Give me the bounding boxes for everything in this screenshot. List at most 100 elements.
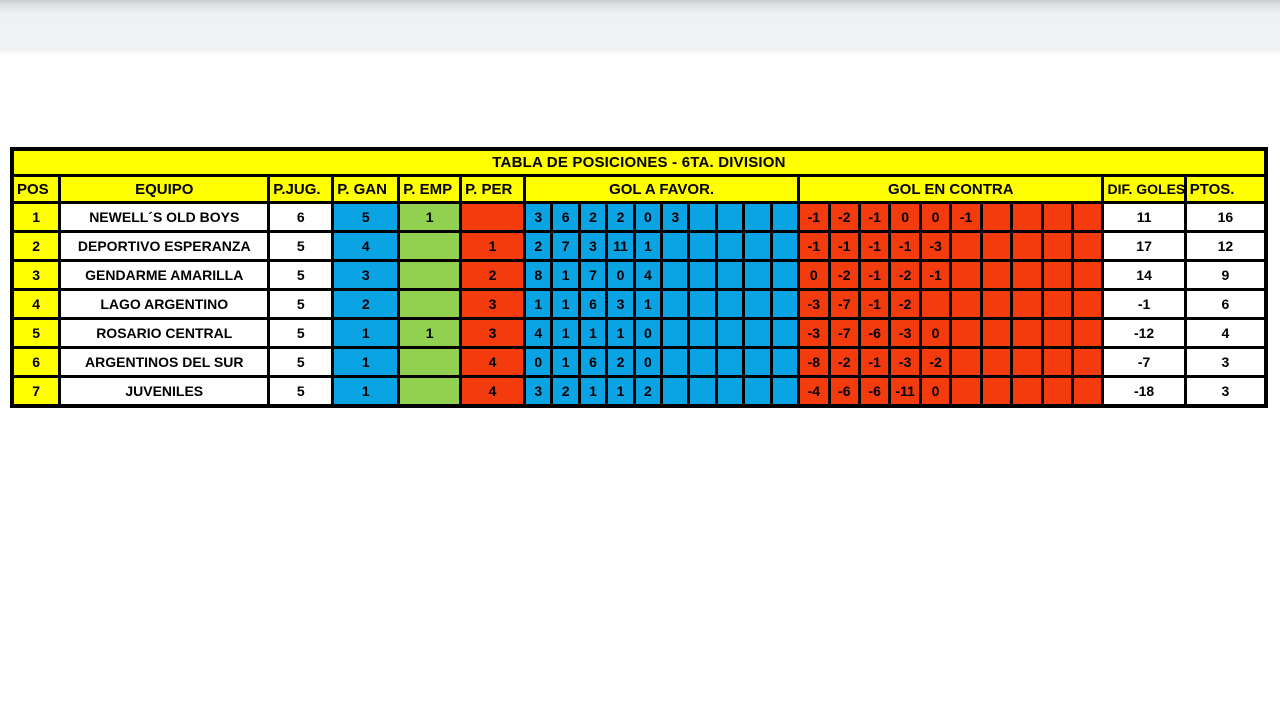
won-cell: 2 bbox=[331, 288, 401, 320]
lost-cell: 1 bbox=[459, 230, 527, 262]
goals-against-cell bbox=[1071, 346, 1105, 378]
lost-cell: 4 bbox=[459, 346, 527, 378]
team-row: 4 LAGO ARGENTINO 5 2 3 1 1 6 3 1 -3 -7 -1 -2 -1 6 bbox=[10, 288, 1268, 320]
points-cell: 16 bbox=[1183, 201, 1268, 233]
played-cell: 5 bbox=[267, 317, 335, 349]
team-row: 2 DEPORTIVO ESPERANZA 5 4 1 2 7 3 11 1 -1 -1 -1 -1 -3 1… bbox=[10, 230, 1268, 262]
goals-against-cell: -3 bbox=[918, 230, 953, 262]
goal-diff-cell: 14 bbox=[1101, 259, 1187, 291]
goals-against-cell bbox=[949, 288, 983, 320]
goals-against-cell: 0 bbox=[888, 201, 922, 233]
goals-against-cell: -4 bbox=[797, 375, 831, 408]
position-cell: 6 bbox=[10, 346, 62, 378]
goals-for-cell: 2 bbox=[523, 230, 554, 262]
goals-against-cell bbox=[1040, 201, 1075, 233]
won-cell: 3 bbox=[331, 259, 401, 291]
position-cell: 7 bbox=[10, 375, 62, 408]
goals-for-cell bbox=[769, 259, 801, 291]
goals-against-cell bbox=[1010, 259, 1044, 291]
header-dif-goles: DIF. GOLES bbox=[1101, 174, 1187, 204]
goals-for-cell bbox=[714, 317, 746, 349]
goals-for-cell: 1 bbox=[632, 288, 664, 320]
goals-against-cell bbox=[1010, 317, 1044, 349]
team-row: 3 GENDARME AMARILLA 5 3 2 8 1 7 0 4 0 -2 -1 -2 -1 14 9 bbox=[10, 259, 1268, 291]
header-ptos: PTOS. bbox=[1183, 174, 1268, 204]
goals-for-cell: 1 bbox=[550, 259, 581, 291]
goals-for-cell bbox=[714, 230, 746, 262]
goals-against-cell bbox=[1040, 259, 1075, 291]
standings-body: 1 NEWELL´S OLD BOYS 6 5 1 3 6 2 2 0 3 -1 -2 -1 0 0 -1 11 1… bbox=[10, 201, 1268, 408]
position-cell: 1 bbox=[10, 201, 62, 233]
position-cell: 4 bbox=[10, 288, 62, 320]
goals-against-cell: -8 bbox=[797, 346, 831, 378]
goals-against-cell bbox=[949, 230, 983, 262]
goals-against-cell: -2 bbox=[827, 259, 862, 291]
lost-cell: 2 bbox=[459, 259, 527, 291]
team-name-cell: ROSARIO CENTRAL bbox=[58, 317, 271, 349]
header-pemp: P. EMP bbox=[397, 174, 463, 204]
points-cell: 9 bbox=[1183, 259, 1268, 291]
goals-against-cell bbox=[1071, 201, 1105, 233]
goals-against-cell bbox=[1010, 375, 1044, 408]
goals-for-cell bbox=[687, 346, 718, 378]
goals-against-cell: -6 bbox=[857, 317, 892, 349]
goals-against-cell bbox=[1040, 317, 1075, 349]
goals-against-cell: -1 bbox=[857, 288, 892, 320]
goals-against-cell bbox=[1071, 288, 1105, 320]
table-header-row: POS EQUIPO P.JUG. P. GAN P. EMP P. PER G… bbox=[10, 174, 1268, 204]
goals-against-cell: -6 bbox=[857, 375, 892, 408]
goals-for-cell bbox=[769, 317, 801, 349]
goals-for-cell: 3 bbox=[605, 288, 636, 320]
goals-for-cell bbox=[660, 375, 691, 408]
goals-for-cell bbox=[687, 259, 718, 291]
goals-for-cell bbox=[769, 375, 801, 408]
goals-against-cell bbox=[1010, 230, 1044, 262]
drawn-cell bbox=[397, 375, 463, 408]
played-cell: 5 bbox=[267, 230, 335, 262]
goals-for-cell bbox=[742, 375, 773, 408]
goals-for-cell: 1 bbox=[605, 317, 636, 349]
goals-against-cell: -1 bbox=[857, 259, 892, 291]
goals-for-cell: 6 bbox=[577, 346, 609, 378]
goals-for-cell: 0 bbox=[632, 317, 664, 349]
drawn-cell: 1 bbox=[397, 201, 463, 233]
goals-for-cell bbox=[742, 259, 773, 291]
goal-diff-cell: -18 bbox=[1101, 375, 1187, 408]
played-cell: 6 bbox=[267, 201, 335, 233]
goal-diff-cell: 11 bbox=[1101, 201, 1187, 233]
goals-against-cell bbox=[1010, 288, 1044, 320]
goals-against-cell bbox=[949, 317, 983, 349]
goals-against-cell bbox=[918, 288, 953, 320]
lost-cell: 3 bbox=[459, 317, 527, 349]
goals-for-cell: 1 bbox=[550, 317, 581, 349]
goals-against-cell: -3 bbox=[797, 288, 831, 320]
goal-diff-cell: 17 bbox=[1101, 230, 1187, 262]
points-cell: 6 bbox=[1183, 288, 1268, 320]
goals-for-cell: 8 bbox=[523, 259, 554, 291]
goals-for-cell bbox=[660, 288, 691, 320]
goals-for-cell: 0 bbox=[523, 346, 554, 378]
goals-for-cell: 6 bbox=[550, 201, 581, 233]
goals-against-cell bbox=[1071, 230, 1105, 262]
goals-for-cell bbox=[714, 375, 746, 408]
won-cell: 1 bbox=[331, 346, 401, 378]
goals-for-cell bbox=[769, 201, 801, 233]
goals-for-cell: 1 bbox=[632, 230, 664, 262]
goals-against-cell bbox=[1040, 375, 1075, 408]
played-cell: 5 bbox=[267, 346, 335, 378]
drawn-cell bbox=[397, 259, 463, 291]
lost-cell: 3 bbox=[459, 288, 527, 320]
points-cell: 3 bbox=[1183, 346, 1268, 378]
won-cell: 1 bbox=[331, 317, 401, 349]
goals-for-cell: 3 bbox=[523, 201, 554, 233]
goals-against-cell bbox=[979, 230, 1014, 262]
goals-against-cell bbox=[979, 375, 1014, 408]
goals-against-cell: -1 bbox=[857, 230, 892, 262]
goals-for-cell bbox=[742, 230, 773, 262]
goals-for-cell: 2 bbox=[605, 201, 636, 233]
goals-against-cell: 0 bbox=[918, 201, 953, 233]
goals-against-cell bbox=[1071, 317, 1105, 349]
points-cell: 12 bbox=[1183, 230, 1268, 262]
goals-for-cell bbox=[769, 230, 801, 262]
header-gol-en-contra: GOL EN CONTRA bbox=[797, 174, 1105, 204]
